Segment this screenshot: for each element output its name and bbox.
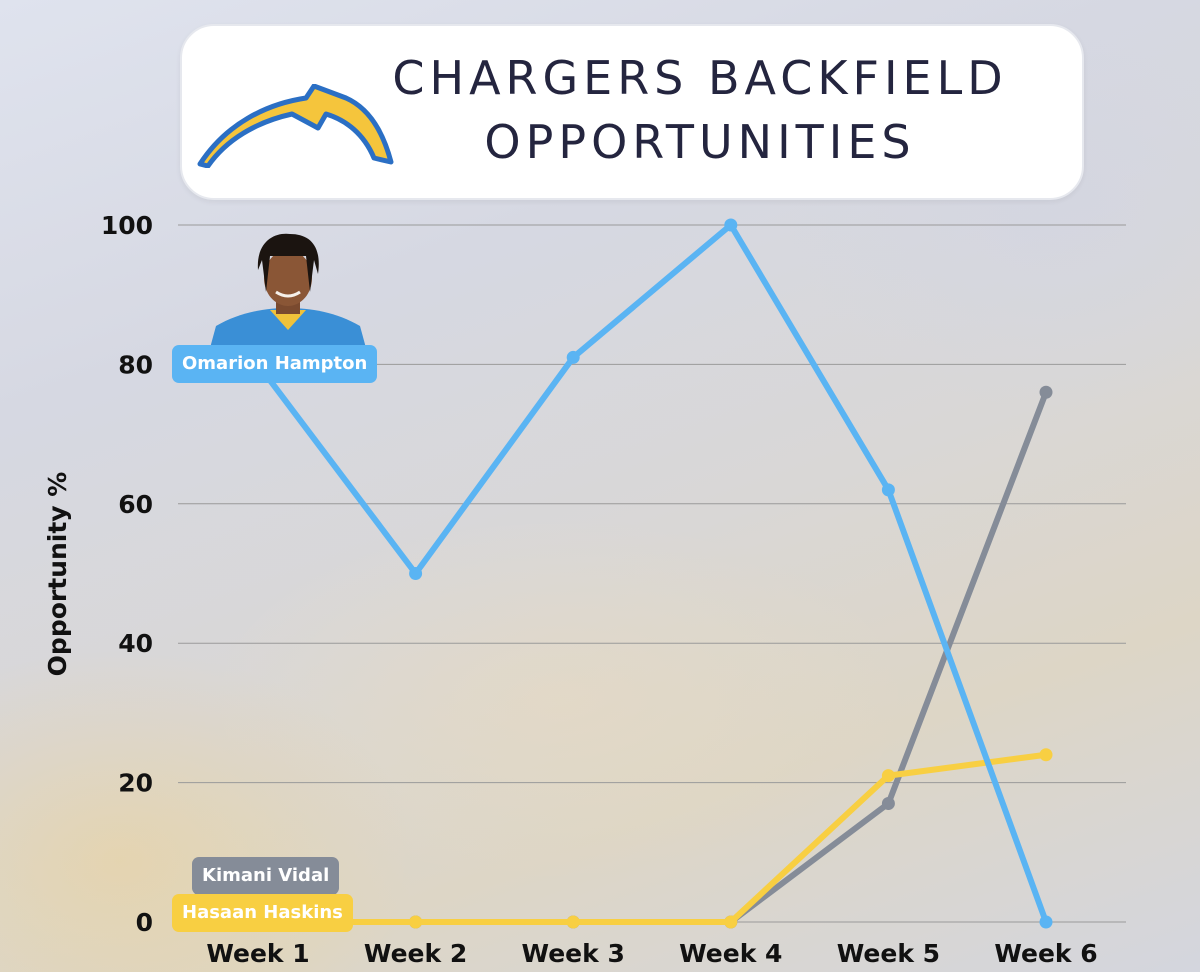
legend-label-hasaan-haskins: Hasaan Haskins bbox=[172, 894, 353, 932]
chart-title: CHARGERS BACKFIELD OPPORTUNITIES bbox=[330, 46, 1070, 174]
series-line bbox=[255, 222, 1049, 925]
title-line-2: OPPORTUNITIES bbox=[484, 115, 916, 169]
player-photo-omarion-hampton bbox=[210, 230, 366, 348]
legend-label-omarion-hampton: Omarion Hampton bbox=[172, 345, 378, 383]
y-axis-ticks: 0 20 40 60 80 100 bbox=[101, 211, 153, 937]
title-line-1: CHARGERS BACKFIELD bbox=[392, 51, 1008, 105]
data-point bbox=[1039, 748, 1053, 762]
x-tick-label: Week 2 bbox=[364, 939, 467, 968]
data-point bbox=[409, 567, 423, 580]
title-banner: CHARGERS BACKFIELD OPPORTUNITIES bbox=[180, 24, 1084, 200]
data-point bbox=[1039, 385, 1053, 399]
y-tick-label: 40 bbox=[118, 629, 153, 658]
x-tick-label: Week 3 bbox=[522, 939, 625, 968]
x-tick-label: Week 6 bbox=[994, 939, 1097, 968]
data-point bbox=[881, 769, 895, 783]
x-tick-label: Week 5 bbox=[837, 939, 940, 968]
series-layer bbox=[251, 218, 1053, 929]
data-point bbox=[724, 915, 738, 929]
y-tick-label: 0 bbox=[136, 908, 153, 937]
data-point bbox=[881, 483, 895, 497]
y-tick-label: 80 bbox=[118, 350, 153, 379]
y-tick-label: 60 bbox=[118, 490, 153, 519]
data-point bbox=[724, 218, 738, 232]
data-point bbox=[566, 915, 580, 929]
data-point bbox=[409, 915, 423, 929]
series-line bbox=[255, 389, 1049, 925]
data-point bbox=[881, 797, 895, 811]
data-point bbox=[1039, 915, 1053, 929]
series-kimani-vidal bbox=[251, 385, 1053, 929]
x-axis-ticks: Week 1 Week 2 Week 3 Week 4 Week 5 Week 6 bbox=[206, 939, 1097, 968]
chargers-bolt-logo-icon bbox=[197, 84, 394, 168]
y-tick-label: 20 bbox=[118, 769, 153, 798]
data-point bbox=[566, 350, 580, 364]
series-omarion-hampton bbox=[251, 218, 1053, 929]
series-line bbox=[255, 751, 1049, 925]
x-tick-label: Week 1 bbox=[206, 939, 309, 968]
y-axis-title: Opportunity % bbox=[43, 472, 72, 677]
legend-label-kimani-vidal: Kimani Vidal bbox=[192, 857, 340, 895]
series-hasaan-haskins bbox=[251, 748, 1053, 929]
x-tick-label: Week 4 bbox=[679, 939, 782, 968]
y-tick-label: 100 bbox=[101, 211, 153, 240]
